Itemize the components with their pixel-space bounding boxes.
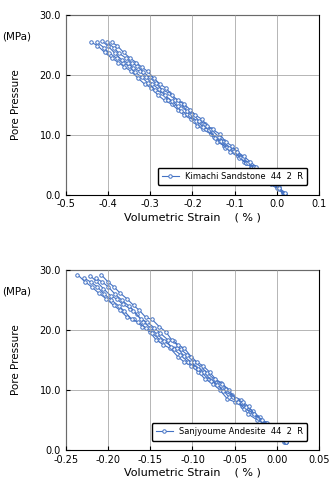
Sanjyoume Andesite  44  2  R — [135, 312, 139, 318]
Kimachi Sandstone  44  2  R — [232, 148, 236, 154]
Kimachi Sandstone  44  2  R — [182, 104, 186, 110]
Sanjyoume Andesite  44  2  R — [155, 332, 159, 337]
Text: (MPa): (MPa) — [2, 31, 31, 41]
Sanjyoume Andesite  44  2  R — [109, 293, 113, 299]
Sanjyoume Andesite  44  2  R — [209, 378, 213, 383]
Legend: Sanjyoume Andesite  44  2  R: Sanjyoume Andesite 44 2 R — [152, 423, 307, 440]
Kimachi Sandstone  44  2  R — [257, 169, 261, 175]
Sanjyoume Andesite  44  2  R — [121, 302, 125, 307]
Sanjyoume Andesite  44  2  R — [182, 353, 186, 359]
Sanjyoume Andesite  44  2  R — [263, 421, 267, 427]
Kimachi Sandstone  44  2  R — [144, 74, 148, 79]
Sanjyoume Andesite  44  2  R — [169, 344, 173, 349]
Sanjyoume Andesite  44  2  R — [196, 366, 200, 372]
Line: Kimachi Sandstone  44  2  R: Kimachi Sandstone 44 2 R — [101, 40, 287, 196]
Text: Pore Pressure: Pore Pressure — [12, 69, 21, 140]
Sanjyoume Andesite  44  2  R — [242, 406, 246, 411]
Sanjyoume Andesite  44  2  R — [148, 325, 152, 331]
Kimachi Sandstone  44  2  R — [264, 175, 267, 181]
Kimachi Sandstone  44  2  R — [270, 180, 274, 185]
Kimachi Sandstone  44  2  R — [170, 98, 174, 104]
Sanjyoume Andesite  44  2  R — [230, 392, 234, 398]
Kimachi Sandstone  44  2  R — [131, 64, 135, 70]
Kimachi Sandstone  44  2  R — [113, 50, 117, 56]
Sanjyoume Andesite  44  2  R — [270, 426, 274, 432]
Kimachi Sandstone  44  2  R — [239, 154, 243, 160]
Sanjyoume Andesite  44  2  R — [277, 433, 281, 439]
Legend: Kimachi Sandstone  44  2  R: Kimachi Sandstone 44 2 R — [158, 167, 307, 185]
Sanjyoume Andesite  44  2  R — [284, 439, 288, 444]
Sanjyoume Andesite  44  2  R — [141, 319, 145, 325]
Kimachi Sandstone  44  2  R — [244, 160, 248, 166]
Sanjyoume Andesite  44  2  R — [128, 306, 132, 312]
Kimachi Sandstone  44  2  R — [176, 104, 180, 109]
Kimachi Sandstone  44  2  R — [283, 191, 287, 197]
Sanjyoume Andesite  44  2  R — [189, 359, 193, 365]
Kimachi Sandstone  44  2  R — [225, 144, 229, 150]
Kimachi Sandstone  44  2  R — [194, 118, 198, 123]
Sanjyoume Andesite  44  2  R — [202, 369, 206, 375]
Kimachi Sandstone  44  2  R — [138, 69, 142, 75]
Kimachi Sandstone  44  2  R — [252, 164, 256, 170]
Sanjyoume Andesite  44  2  R — [221, 388, 225, 394]
Kimachi Sandstone  44  2  R — [207, 127, 211, 133]
Kimachi Sandstone  44  2  R — [213, 135, 217, 141]
Text: (MPa): (MPa) — [2, 287, 31, 297]
Kimachi Sandstone  44  2  R — [150, 81, 154, 87]
Kimachi Sandstone  44  2  R — [219, 138, 223, 144]
Kimachi Sandstone  44  2  R — [100, 38, 104, 44]
Sanjyoume Andesite  44  2  R — [215, 381, 219, 387]
Sanjyoume Andesite  44  2  R — [256, 415, 260, 421]
Sanjyoume Andesite  44  2  R — [101, 286, 105, 291]
Kimachi Sandstone  44  2  R — [163, 92, 167, 98]
Kimachi Sandstone  44  2  R — [201, 124, 205, 130]
Sanjyoume Andesite  44  2  R — [94, 278, 98, 284]
Sanjyoume Andesite  44  2  R — [237, 399, 240, 405]
Kimachi Sandstone  44  2  R — [106, 44, 110, 49]
Sanjyoume Andesite  44  2  R — [251, 410, 255, 416]
Kimachi Sandstone  44  2  R — [126, 60, 130, 66]
X-axis label: Volumetric Strain    ( % ): Volumetric Strain ( % ) — [124, 212, 261, 222]
Sanjyoume Andesite  44  2  R — [115, 296, 119, 302]
Text: Pore Pressure: Pore Pressure — [12, 325, 21, 395]
Line: Sanjyoume Andesite  44  2  R: Sanjyoume Andesite 44 2 R — [89, 274, 288, 443]
X-axis label: Volumetric Strain    ( % ): Volumetric Strain ( % ) — [124, 468, 261, 478]
Kimachi Sandstone  44  2  R — [119, 57, 123, 62]
Kimachi Sandstone  44  2  R — [188, 112, 192, 118]
Sanjyoume Andesite  44  2  R — [88, 273, 92, 279]
Kimachi Sandstone  44  2  R — [277, 186, 281, 192]
Sanjyoume Andesite  44  2  R — [163, 338, 166, 344]
Sanjyoume Andesite  44  2  R — [175, 345, 179, 350]
Kimachi Sandstone  44  2  R — [157, 86, 161, 92]
